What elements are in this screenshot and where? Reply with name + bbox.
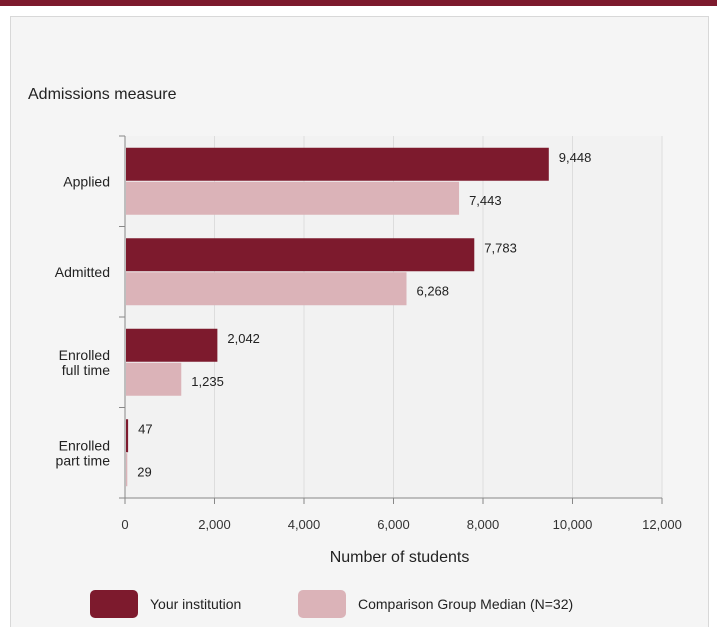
bar xyxy=(126,147,549,181)
data-label: 2,042 xyxy=(227,331,260,346)
legend-item-comparison: Comparison Group Median (N=32) xyxy=(298,588,573,620)
x-tick-label: 2,000 xyxy=(198,517,231,532)
x-tick-label: 0 xyxy=(121,517,128,532)
bar xyxy=(126,453,128,487)
x-tick-label: 10,000 xyxy=(553,517,593,532)
x-tick-label: 4,000 xyxy=(288,517,321,532)
legend-item-your-institution: Your institution xyxy=(90,588,241,620)
data-label: 1,235 xyxy=(191,374,224,389)
legend-label-your-institution: Your institution xyxy=(150,596,242,612)
data-label: 6,268 xyxy=(416,283,449,298)
legend-label-comparison: Comparison Group Median (N=32) xyxy=(358,596,574,612)
bar xyxy=(126,328,218,362)
category-label: Enrolled full time xyxy=(59,347,111,378)
bars xyxy=(126,147,549,487)
x-tick-label: 6,000 xyxy=(377,517,410,532)
top-accent-rule xyxy=(0,0,717,6)
x-tick-label: 8,000 xyxy=(467,517,500,532)
category-label: Applied xyxy=(63,173,110,189)
data-label: 7,783 xyxy=(484,240,517,255)
legend: Your institution Comparison Group Median… xyxy=(0,588,717,620)
axes xyxy=(119,135,663,504)
data-label: 29 xyxy=(137,464,151,479)
legend-swatch-comparison xyxy=(298,590,346,618)
bar xyxy=(126,272,407,306)
data-label: 7,443 xyxy=(469,193,502,208)
chart-title: Admissions measure xyxy=(28,86,177,103)
x-tick-label: 12,000 xyxy=(642,517,682,532)
bar xyxy=(126,419,129,453)
bar xyxy=(126,362,182,396)
bar xyxy=(126,181,460,215)
labels: 0 2,000 4,000 6,000 8,000 10,000 12,000 9,448 7,… xyxy=(55,150,682,532)
data-label: 9,448 xyxy=(559,150,592,165)
x-axis-label: Number of students xyxy=(330,549,470,566)
legend-swatch-your-institution xyxy=(90,590,138,618)
data-label: 47 xyxy=(138,421,152,436)
category-label: Admitted xyxy=(55,264,110,280)
category-label: Enrolled part time xyxy=(56,437,111,468)
bar xyxy=(126,238,475,272)
